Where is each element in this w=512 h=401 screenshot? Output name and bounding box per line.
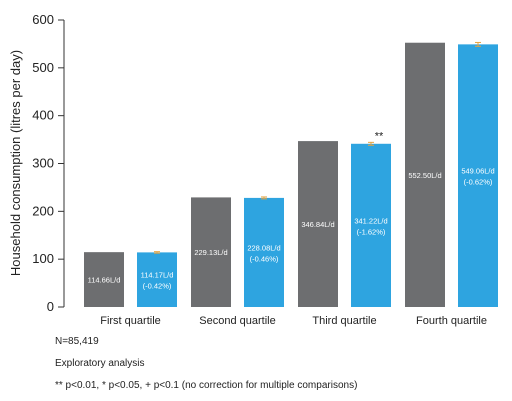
y-tick-label-500: 500: [32, 60, 54, 75]
sample-size-note: N=85,419: [55, 336, 99, 347]
bar-intervention-2: [244, 197, 284, 307]
x-category-label-2: Second quartile: [199, 315, 275, 327]
bar-intervention-3: [351, 143, 391, 307]
x-category-label-3: Third quartile: [312, 315, 376, 327]
y-axis-label: Household consumption (litres per day): [8, 50, 23, 276]
bar-intervention-1: [137, 252, 177, 307]
bar-value-label-baseline-1: 114.66L/d: [88, 276, 121, 285]
bar-value-label-intervention-1: 114.17L/d (-0.42%): [141, 271, 174, 291]
bar-value-label-intervention-3: 341.22L/d (-1.62%): [354, 216, 387, 236]
analysis-note: Exploratory analysis: [55, 358, 145, 369]
bar-chart: 0 100 200 300 400 500 600 Household consumption…: [8, 12, 498, 327]
bar-intervention-4: [458, 44, 498, 307]
significance-marker-3: **: [375, 130, 384, 142]
significance-key-note: ** p<0.01, * p<0.05, + p<0.1 (no correct…: [55, 380, 358, 391]
bar-value-label-intervention-2: 228.08L/d (-0.46%): [247, 243, 280, 263]
x-category-label-1: First quartile: [100, 315, 161, 327]
bar-baseline-2: [191, 197, 231, 307]
y-tick-label-200: 200: [32, 203, 54, 218]
y-tick-label-400: 400: [32, 108, 54, 123]
y-tick-label-600: 600: [32, 12, 54, 27]
x-category-label-4: Fourth quartile: [416, 315, 487, 327]
bar-baseline-1: [84, 252, 124, 307]
bar-baseline-4: [405, 42, 445, 308]
bar-value-label-baseline-2: 229.13L/d: [194, 248, 227, 257]
bar-value-label-baseline-3: 346.84L/d: [301, 220, 334, 229]
y-tick-label-0: 0: [47, 299, 54, 314]
bar-baseline-3: [298, 141, 338, 307]
bar-value-label-baseline-4: 552.50L/d: [408, 171, 441, 180]
y-tick-label-300: 300: [32, 156, 54, 171]
bar-value-label-intervention-4: 549.06L/d (-0.62%): [461, 167, 494, 187]
y-tick-label-100: 100: [32, 251, 54, 266]
